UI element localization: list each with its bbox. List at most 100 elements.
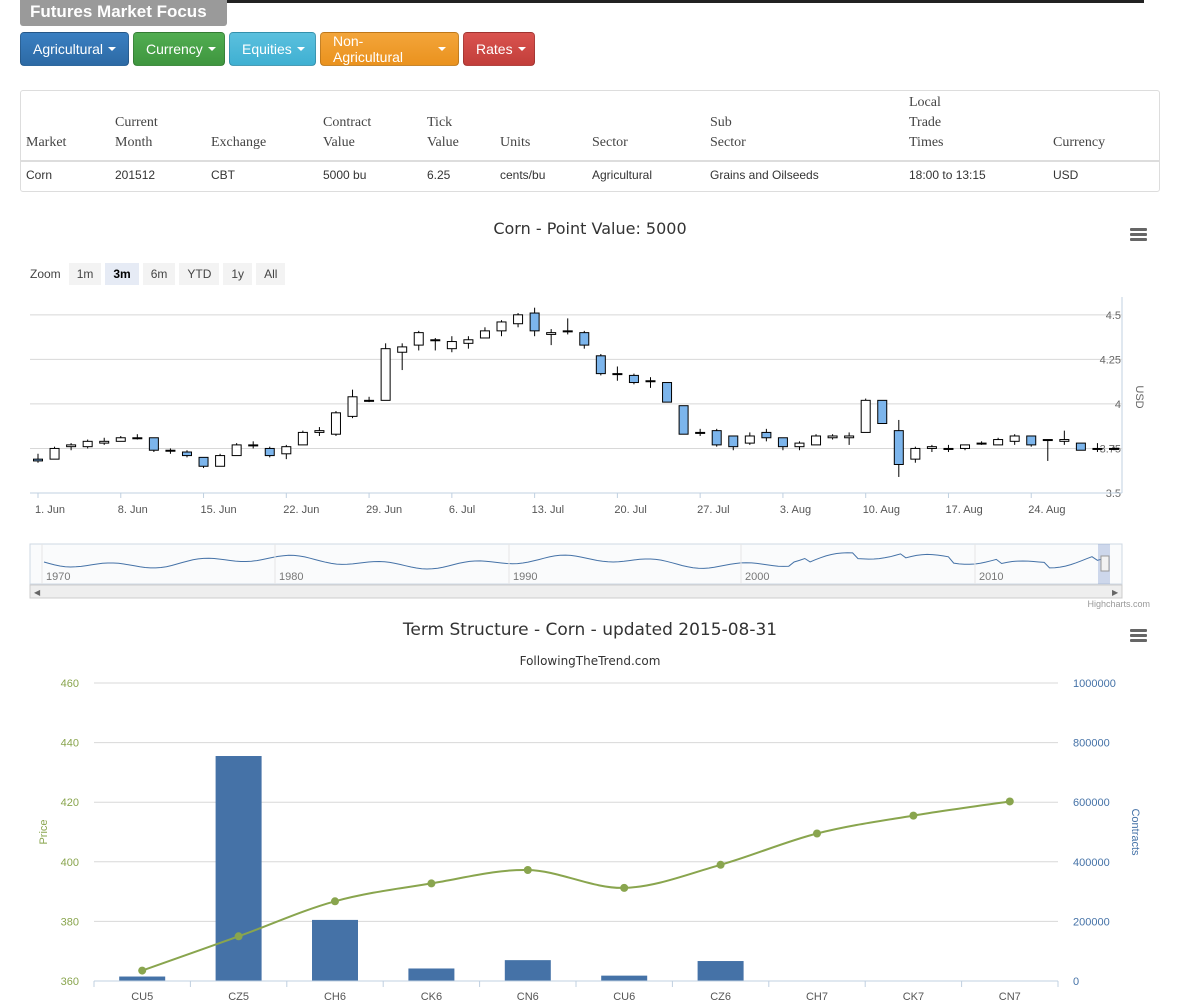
term-chart-title: Term Structure - Corn - updated 2015-08-… (402, 620, 778, 640)
left-y-tick-label: 360 (61, 976, 79, 988)
candle-body (397, 346, 408, 353)
header-contract-value: Contract Value (318, 91, 422, 162)
term-chart-subtitle: FollowingTheTrend.com (519, 654, 661, 668)
cell-trade-times: 18:00 to 13:15 (909, 168, 986, 182)
candle-body (49, 447, 60, 460)
candle-body (877, 399, 888, 425)
x-tick-label: 24. Aug (1028, 504, 1065, 516)
candle-body (330, 412, 341, 435)
contracts-bar (119, 976, 166, 981)
candle-body (993, 439, 1004, 446)
candle-body (1075, 442, 1086, 451)
candle-body (1042, 439, 1053, 442)
y-axis-title: USD (1133, 385, 1145, 408)
candle-body (678, 405, 689, 435)
price-point (331, 897, 339, 906)
candle-body (612, 373, 623, 376)
candle-body (860, 399, 871, 433)
candle-body (463, 339, 474, 344)
caret-down-icon (108, 47, 117, 51)
x-tick-label: CU6 (613, 991, 635, 1003)
navigator-mask (1098, 544, 1110, 584)
y-tick-label: 4 (1115, 399, 1121, 411)
x-tick-label: CH7 (806, 991, 828, 1003)
zoom-ytd-button[interactable]: YTD (179, 263, 220, 285)
candle-body (761, 431, 772, 439)
contract-info-table: Market Current Month Exchange Contract Val… (20, 90, 1160, 192)
y-tick-label: 4.25 (1100, 354, 1121, 366)
currency-dropdown-button[interactable]: Currency (133, 32, 225, 66)
header-sub-sector: Sub Sector (705, 91, 904, 162)
candle-body (695, 431, 706, 434)
x-tick-label: CH6 (324, 991, 346, 1003)
term-chart-menu-icon[interactable] (1130, 629, 1147, 642)
x-tick-label: 10. Aug (863, 504, 900, 516)
equities-dropdown-button[interactable]: Equities (229, 32, 316, 66)
candle-body (281, 446, 292, 455)
candle-body (546, 332, 557, 335)
cell-sector: Agricultural (592, 168, 653, 182)
navigator-label: 1980 (279, 571, 303, 583)
y-tick-label: 4.5 (1106, 310, 1121, 322)
right-y-tick-label: 200000 (1073, 916, 1110, 928)
zoom-3m-button[interactable]: 3m (105, 263, 139, 285)
left-y-tick-label: 420 (61, 797, 79, 809)
left-axis-title: Price (38, 819, 50, 844)
x-tick-label: 8. Jun (118, 504, 148, 516)
price-point (427, 879, 436, 888)
price-point (909, 811, 918, 820)
highcharts-credit[interactable]: Highcharts.com (1087, 599, 1150, 609)
right-axis-title: Contracts (1129, 808, 1141, 856)
scrollbar-track (29, 584, 1123, 599)
candle-body (264, 447, 275, 457)
price-point (716, 860, 725, 869)
x-tick-label: CN7 (999, 991, 1021, 1003)
top-bar (226, 0, 1144, 3)
candle-body (711, 430, 722, 446)
candle-body (628, 374, 639, 384)
candle-body (943, 447, 954, 450)
x-tick-label: 1. Jun (35, 504, 65, 516)
x-tick-label: 6. Jul (449, 504, 475, 516)
button-label: Agricultural (33, 41, 104, 57)
table-header-row: Market Current Month Exchange Contract Val… (21, 91, 1159, 162)
right-y-tick-label: 0 (1073, 976, 1079, 988)
candle-body (794, 442, 805, 448)
candle-body (513, 314, 524, 325)
header-currency: Currency (1048, 91, 1159, 162)
candle-body (364, 399, 375, 402)
candle-body (198, 456, 209, 467)
button-label: Rates (476, 41, 513, 57)
candle-body (744, 435, 755, 444)
rates-dropdown-button[interactable]: Rates (463, 32, 535, 66)
zoom-1y-button[interactable]: 1y (223, 263, 253, 285)
candle-body (82, 440, 93, 448)
candle-body (595, 355, 606, 375)
x-tick-label: 15. Jun (201, 504, 237, 516)
candle-body (446, 341, 457, 350)
zoom-label: Zoom (30, 267, 61, 281)
navigator-label: 2000 (745, 571, 769, 583)
candle-body (844, 435, 855, 439)
price-chart-menu-icon[interactable] (1130, 228, 1147, 241)
candle-body (496, 321, 507, 332)
cell-tick-value: 6.25 (427, 168, 451, 182)
header-exchange: Exchange (206, 91, 318, 162)
zoom-selector: Zoom 1m 3m 6m YTD 1y All (30, 263, 286, 285)
zoom-6m-button[interactable]: 6m (142, 263, 176, 285)
contracts-bar (504, 960, 551, 981)
x-tick-label: 20. Jul (614, 504, 646, 516)
navigator-label: 1990 (513, 571, 537, 583)
zoom-1m-button[interactable]: 1m (68, 263, 102, 285)
x-tick-label: CZ5 (228, 991, 249, 1003)
x-tick-label: 17. Aug (945, 504, 982, 516)
candle-body (662, 382, 673, 403)
scroll-right-icon: ▶ (1112, 588, 1119, 597)
zoom-all-button[interactable]: All (256, 263, 286, 285)
navigator-label: 2010 (979, 571, 1003, 583)
non-agricultural-dropdown-button[interactable]: Non-Agricultural (320, 32, 459, 66)
candle-body (430, 339, 441, 342)
candle-body (1009, 435, 1020, 442)
candle-body (777, 437, 788, 448)
agricultural-dropdown-button[interactable]: Agricultural (20, 32, 129, 66)
